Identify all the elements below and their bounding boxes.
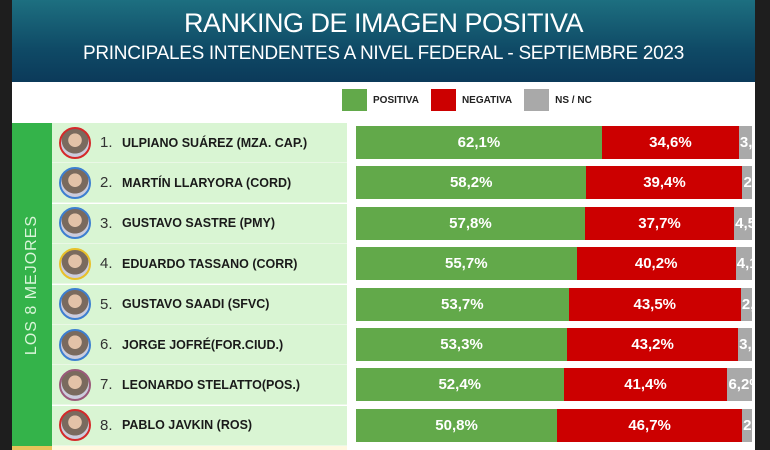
bar-nsnc: 4,5%: [734, 206, 752, 240]
name-cell: 7. LEONARDO STELATTO(POS.): [52, 365, 347, 406]
name-cell: 6. JORGE JOFRÉ(FOR.CIUD.): [52, 325, 347, 365]
bar-positiva: 57,8%: [356, 206, 585, 240]
bar-positiva: 55,7%: [356, 247, 577, 281]
bar-positiva: 50,8%: [356, 408, 558, 442]
table-row: 3. GUSTAVO SASTRE (PMY) 57,8%37,7%4,5%: [52, 203, 753, 244]
bar-positiva: 53,3%: [356, 328, 568, 361]
bar-nsnc: 4,1%: [735, 247, 752, 281]
table-row: 1. ULPIANO SUÁREZ (MZA. CAP.) 62,1% 34,6% 3,…: [52, 123, 753, 163]
next-group-band: [12, 446, 52, 450]
bar-nsnc: 2,8%: [740, 287, 752, 321]
bar-nsnc: 2,4%: [742, 166, 752, 200]
rank-number: 8.: [100, 416, 113, 434]
rank-number: 6.: [100, 336, 113, 353]
name-cell: 5. GUSTAVO SAADI (SFVC): [52, 284, 347, 325]
candidate-name: GUSTAVO SASTRE (PMY): [122, 216, 276, 231]
candidate-name: ULPIANO SUÁREZ (MZA. CAP.): [122, 135, 308, 150]
bar-negativa: 46,7%: [557, 408, 743, 442]
table-row: 5. GUSTAVO SAADI (SFVC) 53,7%43,5%2,8%: [52, 284, 753, 325]
candidate-name: LEONARDO STELATTO(POS.): [122, 377, 301, 392]
avatar: [59, 247, 91, 280]
chart-title: RANKING DE IMAGEN POSITIVA: [183, 8, 584, 38]
bar-negativa: 41,4%: [563, 368, 728, 402]
avatar: [59, 207, 91, 240]
name-cell: 1. ULPIANO SUÁREZ (MZA. CAP.): [52, 123, 347, 163]
name-cell: 8. PABLO JAVKIN (ROS): [52, 405, 347, 446]
bar-negativa: 37,7%: [584, 206, 735, 240]
stacked-bar: 53,7%43,5%2,8%: [356, 287, 752, 321]
table-row: 2. MARTÍN LLARYORA (CORD) 58,2%39,4%2,4%: [52, 163, 753, 204]
legend-swatch: [342, 89, 367, 111]
legend-swatch: [430, 89, 456, 111]
bar-positiva: 62,1%: [356, 126, 602, 159]
bar-negativa: 34,6%: [601, 126, 739, 159]
rank-number: 7.: [100, 376, 113, 394]
candidate-name: JORGE JOFRÉ(FOR.CIUD.): [122, 337, 284, 352]
legend-label: NS / NC: [555, 94, 592, 106]
bar-nsnc: 2,5%: [742, 408, 752, 442]
rank-number: 4.: [100, 255, 113, 273]
legend-swatch: [524, 89, 550, 111]
avatar: [59, 126, 91, 159]
bar-negativa: 39,4%: [586, 166, 743, 200]
avatar: [59, 409, 91, 442]
candidate-name: GUSTAVO SAADI (SFVC): [122, 297, 270, 312]
bar-positiva: 58,2%: [356, 166, 587, 200]
stacked-bar: 58,2%39,4%2,4%: [356, 166, 752, 200]
avatar: [59, 368, 91, 401]
rank-number: 5.: [100, 295, 113, 313]
avatar: [59, 166, 91, 199]
stacked-bar: 62,1%34,6%3,3%: [356, 126, 752, 159]
bar-negativa: 43,2%: [567, 328, 739, 361]
chart-subtitle: PRINCIPALES INTENDENTES A NIVEL FEDERAL …: [83, 43, 684, 64]
next-row-edge: [52, 446, 347, 450]
name-cell: 3. GUSTAVO SASTRE (PMY): [52, 203, 347, 244]
group-band: LOS 8 MEJORES: [12, 123, 52, 446]
group-label: LOS 8 MEJORES: [23, 214, 40, 355]
bar-positiva: 53,7%: [356, 287, 569, 321]
name-cell: 2. MARTÍN LLARYORA (CORD): [52, 163, 347, 204]
table-row: 8. PABLO JAVKIN (ROS) 50,8%46,7%2,5%: [52, 405, 753, 446]
stacked-bar: 50,8%46,7%2,5%: [356, 408, 752, 442]
bar-positiva: 52,4%: [356, 368, 564, 402]
candidate-name: EDUARDO TASSANO (CORR): [122, 256, 298, 271]
bar-nsnc: 3,5%: [738, 328, 752, 361]
table-row: 4. EDUARDO TASSANO (CORR) 55,7%40,2%4,1%: [52, 244, 753, 285]
table-row: 6. JORGE JOFRÉ(FOR.CIUD.) 53,3%43,2%3,5%: [52, 325, 753, 365]
candidate-name: PABLO JAVKIN (ROS): [122, 418, 253, 433]
table-row: 7. LEONARDO STELATTO(POS.) 52,4%41,4%6,2%: [52, 365, 753, 406]
legend: POSITIVA NEGATIVA NS / NC: [342, 89, 604, 111]
avatar: [59, 288, 91, 321]
bar-negativa: 40,2%: [576, 247, 736, 281]
candidate-name: MARTÍN LLARYORA (CORD): [122, 175, 292, 190]
header: RANKING DE IMAGEN POSITIVA PRINCIPALES I…: [12, 0, 755, 82]
name-cell: 4. EDUARDO TASSANO (CORR): [52, 244, 347, 285]
legend-label: POSITIVA: [373, 94, 419, 106]
legend-label: NEGATIVA: [461, 94, 513, 106]
avatar: [59, 328, 91, 361]
stacked-bar: 53,3%43,2%3,5%: [356, 328, 752, 361]
rank-number: 2.: [100, 174, 113, 192]
bar-nsnc: 3,3%: [738, 126, 752, 159]
stacked-bar: 52,4%41,4%6,2%: [356, 368, 752, 402]
stacked-bar: 55,7%40,2%4,1%: [356, 247, 752, 281]
stacked-bar: 57,8%37,7%4,5%: [356, 206, 752, 240]
rank-number: 3.: [100, 214, 113, 232]
rank-number: 1.: [100, 134, 113, 151]
bar-negativa: 43,5%: [568, 287, 741, 321]
bar-nsnc: 6,2%: [727, 368, 752, 402]
